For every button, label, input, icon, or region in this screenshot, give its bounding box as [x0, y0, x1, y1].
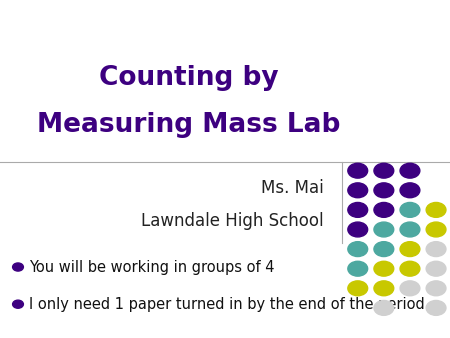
Text: I only need 1 paper turned in by the end of the period: I only need 1 paper turned in by the end…: [29, 297, 425, 312]
Circle shape: [374, 163, 394, 178]
Circle shape: [348, 222, 368, 237]
Circle shape: [374, 242, 394, 257]
Circle shape: [13, 263, 23, 271]
Circle shape: [400, 281, 420, 296]
Circle shape: [374, 300, 394, 315]
Circle shape: [348, 183, 368, 198]
Circle shape: [400, 261, 420, 276]
Circle shape: [374, 281, 394, 296]
Text: You will be working in groups of 4: You will be working in groups of 4: [29, 260, 275, 274]
Text: Measuring Mass Lab: Measuring Mass Lab: [37, 112, 341, 138]
Circle shape: [426, 222, 446, 237]
Text: Lawndale High School: Lawndale High School: [141, 212, 324, 231]
Circle shape: [348, 163, 368, 178]
Circle shape: [374, 202, 394, 217]
Circle shape: [400, 242, 420, 257]
Circle shape: [426, 242, 446, 257]
Circle shape: [400, 202, 420, 217]
Circle shape: [348, 202, 368, 217]
Circle shape: [348, 281, 368, 296]
Circle shape: [400, 183, 420, 198]
Circle shape: [426, 281, 446, 296]
Text: Counting by: Counting by: [99, 65, 279, 91]
Circle shape: [13, 300, 23, 308]
Text: Ms. Mai: Ms. Mai: [261, 178, 324, 197]
Circle shape: [348, 261, 368, 276]
Circle shape: [374, 183, 394, 198]
Circle shape: [374, 222, 394, 237]
Circle shape: [426, 300, 446, 315]
Circle shape: [400, 163, 420, 178]
Circle shape: [426, 261, 446, 276]
Circle shape: [426, 202, 446, 217]
Circle shape: [400, 222, 420, 237]
Circle shape: [348, 242, 368, 257]
Circle shape: [374, 261, 394, 276]
